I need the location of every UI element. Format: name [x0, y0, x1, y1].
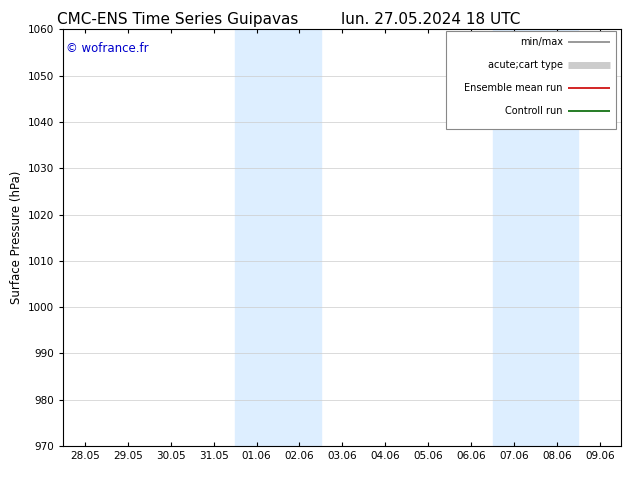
- Text: Controll run: Controll run: [505, 106, 563, 116]
- Text: Ensemble mean run: Ensemble mean run: [464, 83, 563, 93]
- Text: CMC-ENS Time Series Guipavas: CMC-ENS Time Series Guipavas: [57, 12, 298, 27]
- Text: Controll run: Controll run: [505, 106, 563, 116]
- Text: acute;cart type: acute;cart type: [488, 60, 563, 70]
- FancyBboxPatch shape: [446, 31, 616, 129]
- Text: min/max: min/max: [520, 37, 563, 47]
- Y-axis label: Surface Pressure (hPa): Surface Pressure (hPa): [10, 171, 23, 304]
- Text: lun. 27.05.2024 18 UTC: lun. 27.05.2024 18 UTC: [342, 12, 521, 27]
- Text: acute;cart type: acute;cart type: [488, 60, 563, 70]
- Text: © wofrance.fr: © wofrance.fr: [66, 42, 149, 55]
- Text: min/max: min/max: [520, 37, 563, 47]
- Bar: [493, 29, 578, 446]
- Text: Ensemble mean run: Ensemble mean run: [464, 83, 563, 93]
- Bar: [235, 29, 321, 446]
